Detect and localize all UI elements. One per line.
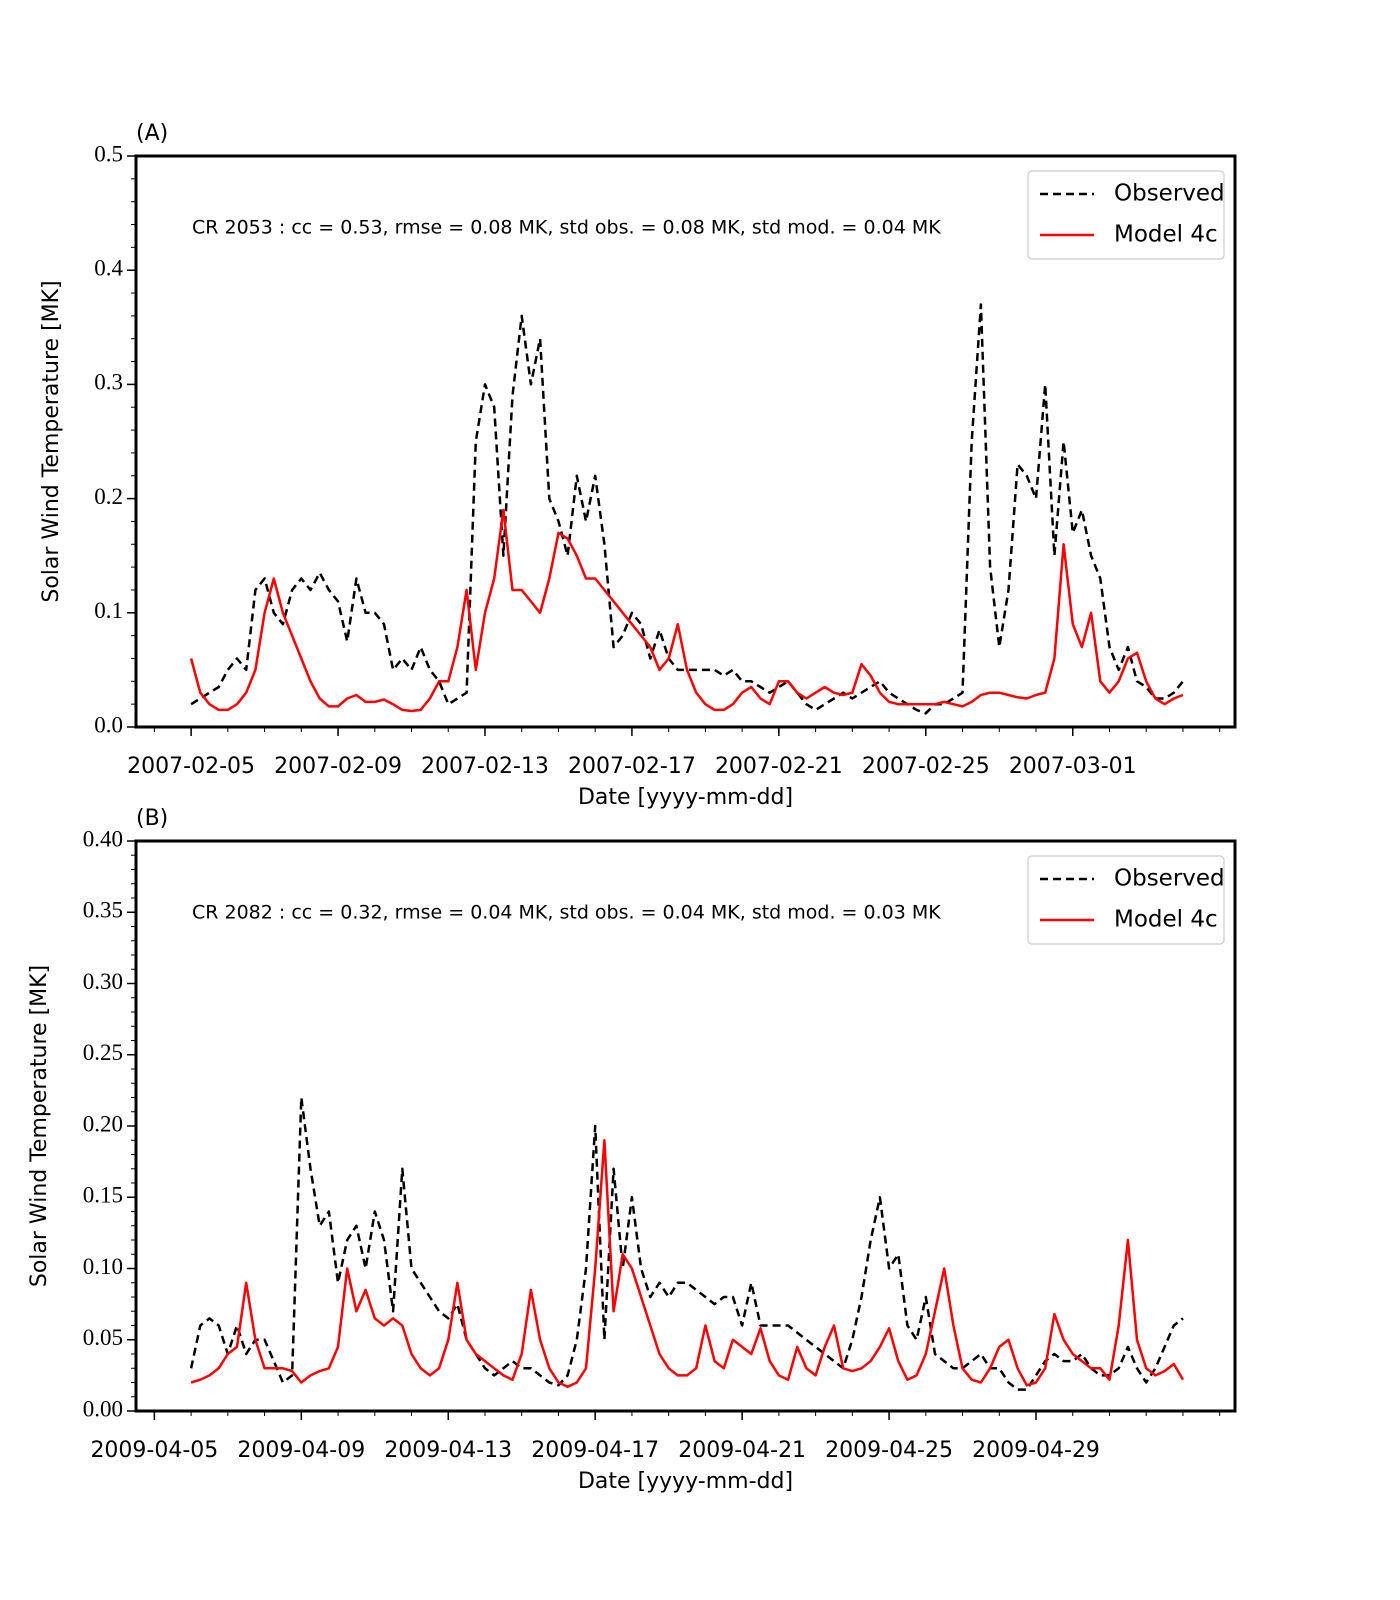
x-tick-label: 2009-04-29 (972, 1438, 1100, 1463)
legend-box (1027, 170, 1225, 260)
series-line (189, 508, 1184, 713)
y-tick-label: 0.5 (94, 141, 123, 166)
y-tick-label: 0.30 (83, 969, 123, 994)
y-tick-label: 0.25 (83, 1040, 123, 1065)
x-tick-label: 2007-02-17 (568, 754, 696, 779)
x-tick-label: 2007-02-21 (715, 754, 843, 779)
y-axis-label: Solar Wind Temperature [MK] (39, 280, 64, 602)
y-tick-label: 0.05 (83, 1325, 123, 1350)
x-tick-label: 2007-03-01 (1009, 754, 1137, 779)
y-tick-label: 0.00 (83, 1396, 123, 1421)
series-line (190, 303, 1184, 715)
series-line (189, 1096, 1184, 1391)
legend-label: Model 4c (1114, 907, 1218, 933)
y-tick-label: 0.35 (83, 898, 123, 923)
legend-label: Model 4c (1114, 222, 1218, 248)
x-tick-label: 2009-04-09 (237, 1438, 365, 1463)
series-line (190, 1139, 1185, 1389)
annotation: CR 2053 : cc = 0.53, rmse = 0.08 MK, std… (192, 217, 941, 239)
y-tick-label: 0.4 (94, 255, 123, 280)
x-tick-label: 2009-04-05 (90, 1438, 218, 1463)
x-tick-label: 2009-04-13 (384, 1438, 512, 1463)
annotation: CR 2082 : cc = 0.32, rmse = 0.04 MK, std… (192, 902, 941, 924)
y-tick-label: 0.1 (94, 598, 123, 623)
y-tick-label: 0.2 (94, 484, 123, 509)
x-tick-label: 2007-02-09 (274, 754, 402, 779)
x-axis-label: Date [yyyy-mm-dd] (578, 785, 793, 810)
legend-label: Observed (1114, 866, 1225, 892)
x-tick-label: 2007-02-25 (862, 754, 990, 779)
plot-frame (134, 839, 1237, 1413)
y-tick-label: 0.40 (83, 826, 123, 851)
y-tick-label: 0.20 (83, 1111, 123, 1136)
y-axis-label: Solar Wind Temperature [MK] (27, 965, 52, 1287)
panel-label: (A) (136, 121, 168, 146)
y-tick-label: 0.15 (83, 1183, 123, 1208)
x-axis-label: Date [yyyy-mm-dd] (578, 1469, 793, 1494)
panel-label: (B) (136, 806, 168, 831)
x-tick-label: 2007-02-05 (127, 754, 255, 779)
y-tick-label: 0.3 (94, 370, 123, 395)
x-tick-label: 2009-04-17 (531, 1438, 659, 1463)
legend-box (1027, 855, 1225, 945)
x-tick-label: 2009-04-25 (825, 1438, 953, 1463)
y-tick-label: 0.0 (94, 712, 123, 737)
plot-frame (134, 154, 1237, 729)
y-tick-label: 0.10 (83, 1254, 123, 1279)
x-tick-label: 2007-02-13 (421, 754, 549, 779)
x-tick-label: 2009-04-21 (678, 1438, 806, 1463)
legend-label: Observed (1114, 181, 1225, 207)
